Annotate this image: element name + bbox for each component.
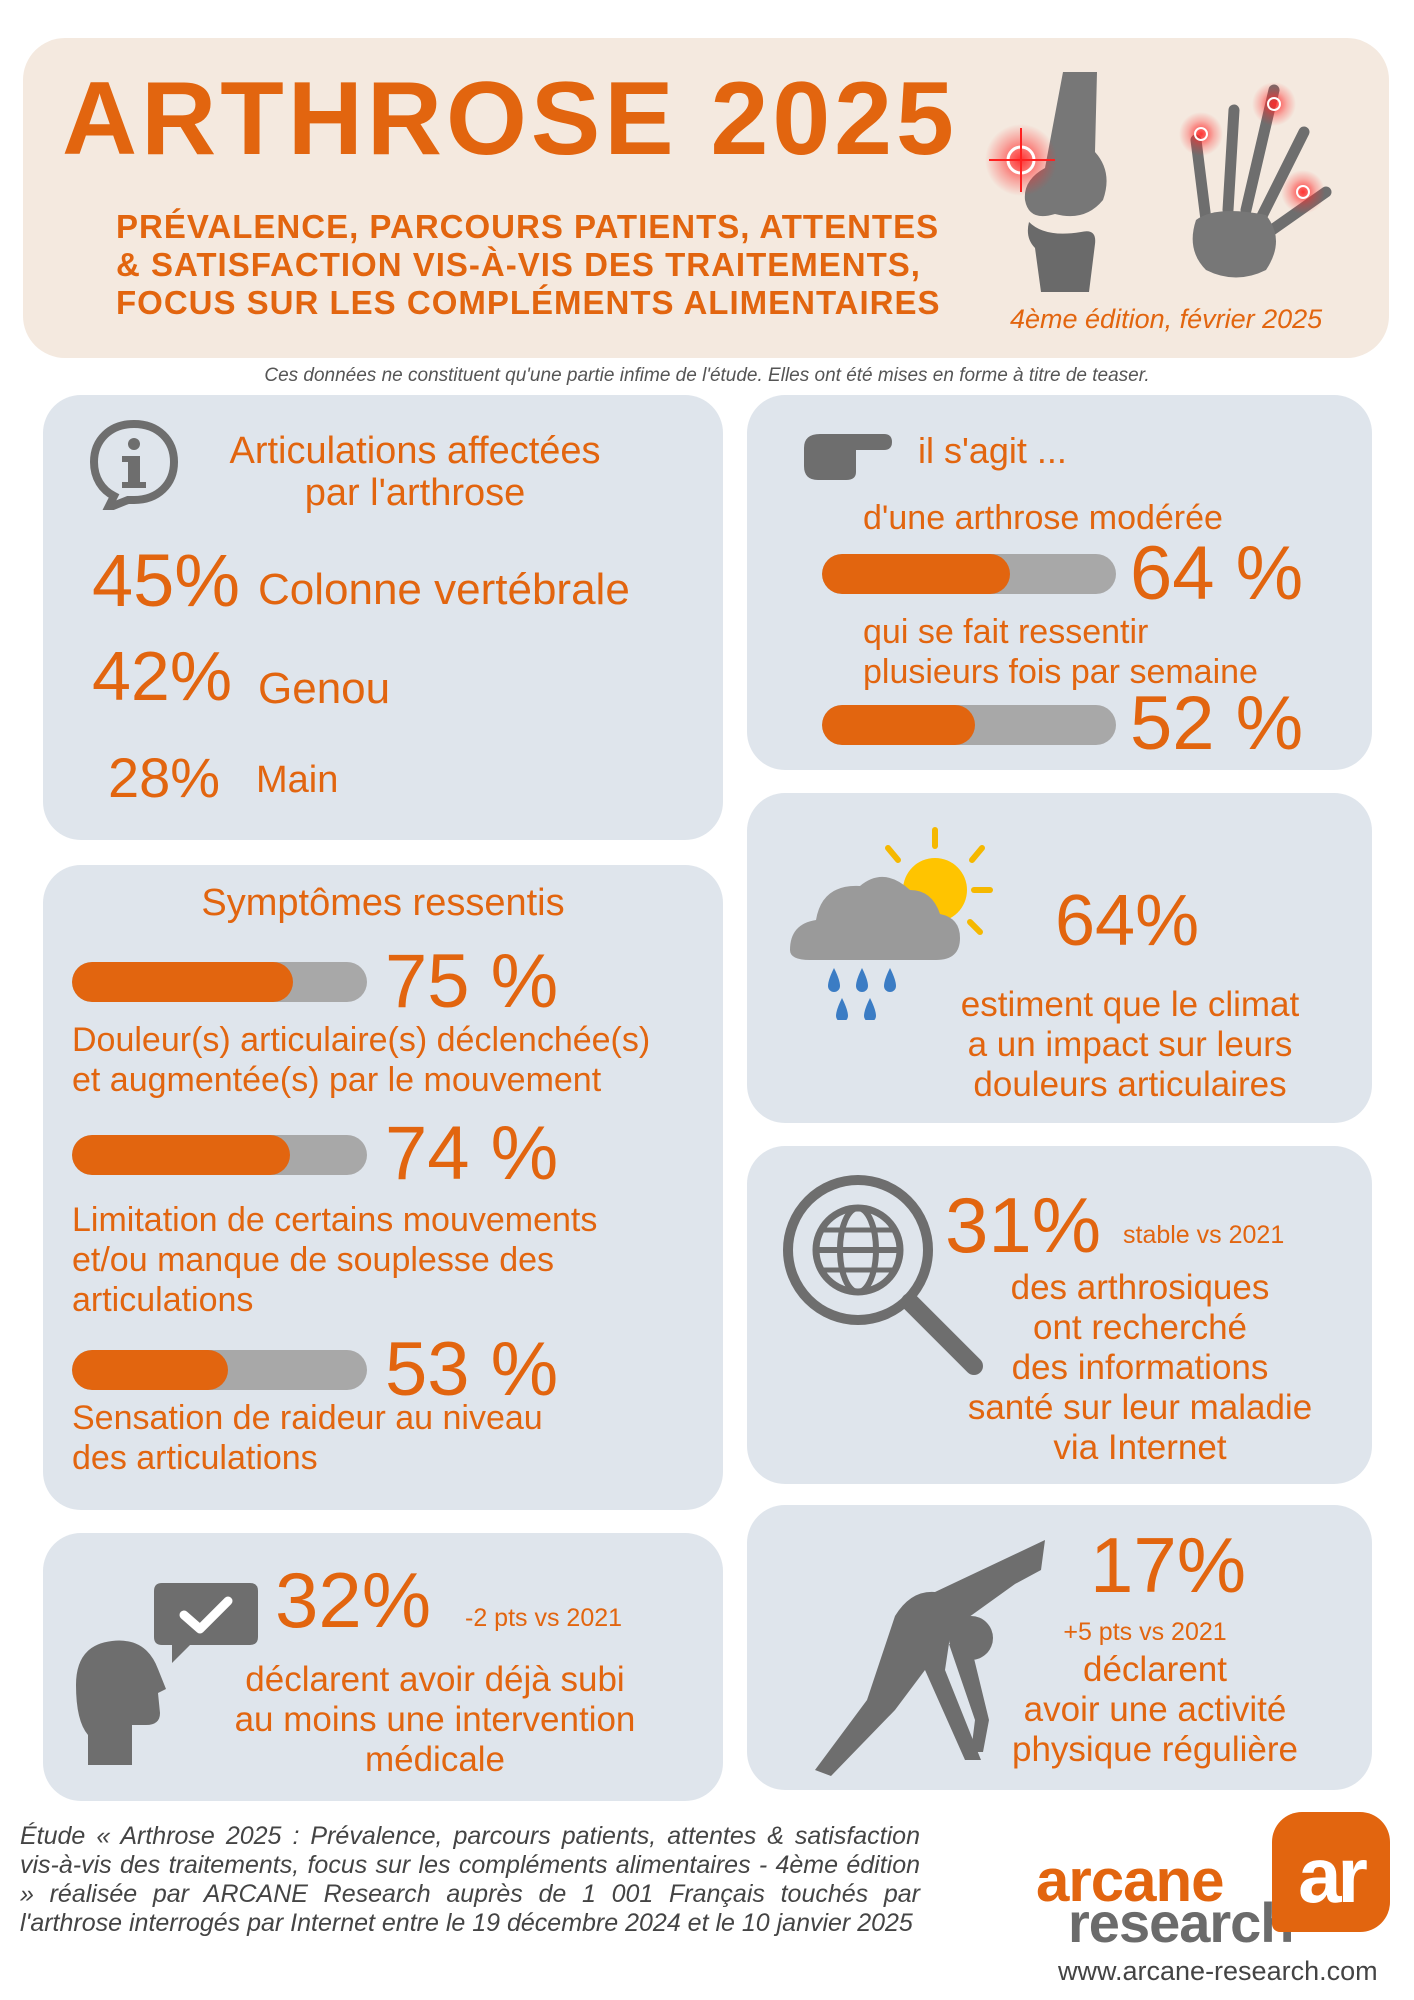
subtitle-line-1: PRÉVALENCE, PARCOURS PATIENTS, ATTENTES — [116, 208, 940, 245]
articulation-label-1: Colonne vertébrale — [258, 565, 630, 614]
frequency-bar-fill — [822, 705, 975, 745]
articulation-pct-1: 45% — [92, 539, 241, 622]
web-search-icon — [783, 1175, 983, 1375]
symptom-3-line-2: des articulations — [72, 1439, 318, 1477]
articulations-title-line-2: par l'arthrose — [304, 472, 526, 514]
logo-mark-text: ar — [1298, 1831, 1368, 1919]
symptom-1-line-2: et augmentée(s) par le mouvement — [72, 1061, 602, 1099]
symptom-bar-fill-3 — [72, 1350, 229, 1390]
frequency-label-line-1: qui se fait ressentir — [863, 613, 1149, 651]
intervention-line-3: médicale — [364, 1740, 506, 1779]
info-icon — [89, 419, 179, 510]
climate-line-1: estiment que le climat — [960, 985, 1300, 1024]
articulation-label-3: Main — [256, 759, 339, 801]
internet-line-1: des arthrosiques — [1010, 1268, 1270, 1307]
articulations-card — [43, 395, 723, 840]
internet-pct: 31% — [945, 1181, 1102, 1269]
activity-line-2: avoir une activité — [1023, 1690, 1287, 1729]
frequency-pct: 52 % — [1130, 681, 1304, 766]
symptom-pct-2: 74 % — [385, 1111, 559, 1196]
severity-label-1: d'une arthrose modérée — [863, 499, 1223, 537]
subtitle-line-3: FOCUS SUR LES COMPLÉMENTS ALIMENTAIRES — [116, 284, 941, 321]
logo-research-text: research — [1068, 1891, 1295, 1954]
symptom-pct-1: 75 % — [385, 939, 559, 1024]
intervention-line-1: déclarent avoir déjà subi — [245, 1660, 625, 1699]
logo-mark: ar — [1272, 1812, 1390, 1932]
symptom-2-line-1: Limitation de certains mouvements — [72, 1201, 598, 1239]
activity-note: +5 pts vs 2021 — [1063, 1618, 1227, 1646]
articulation-pct-3: 28% — [108, 746, 221, 809]
symptom-bar-1 — [72, 962, 367, 1002]
activity-line-3: physique régulière — [1011, 1730, 1298, 1769]
intervention-pct: 32% — [275, 1556, 432, 1644]
symptom-pct-3: 53 % — [385, 1327, 559, 1412]
activity-pct: 17% — [1090, 1521, 1247, 1609]
hand-skeleton-icon — [1179, 82, 1332, 278]
internet-note: stable vs 2021 — [1123, 1221, 1285, 1249]
weather-rain-sun-icon — [790, 827, 993, 1020]
articulation-pct-2: 42% — [92, 637, 233, 715]
articulations-title-line-1: Articulations affectées — [229, 430, 601, 472]
symptom-2-line-3: articulations — [72, 1281, 254, 1319]
pointing-hand-icon — [804, 434, 892, 480]
climate-line-2: a un impact sur leurs — [967, 1025, 1293, 1064]
stretching-person-icon — [815, 1540, 1045, 1776]
internet-line-3: des informations — [1011, 1348, 1269, 1387]
page-title: ARTHROSE 2025 — [62, 61, 958, 177]
frequency-label-line-2: plusieurs fois par semaine — [863, 653, 1258, 691]
study-description: Étude « Arthrose 2025 : Prévalence, parc… — [20, 1822, 920, 1937]
severity-title: il s'agit ... — [918, 430, 1067, 471]
symptom-3-line-1: Sensation de raideur au niveau — [72, 1399, 543, 1437]
climate-line-3: douleurs articulaires — [973, 1065, 1287, 1104]
symptom-bar-fill-1 — [72, 962, 294, 1002]
knee-joint-icon — [985, 72, 1107, 292]
symptoms-title: Symptômes ressentis — [201, 882, 565, 924]
frequency-bar — [822, 705, 1116, 745]
moderate-arthrosis-pct: 64 % — [1130, 531, 1304, 616]
symptom-2-line-2: et/ou manque de souplesse des — [72, 1241, 555, 1279]
edition-label: 4ème édition, février 2025 — [1010, 304, 1323, 334]
symptom-bar-2 — [72, 1135, 367, 1175]
climate-pct: 64% — [1055, 881, 1200, 961]
internet-line-2: ont recherché — [1032, 1308, 1248, 1347]
internet-line-4: santé sur leur maladie — [967, 1388, 1313, 1427]
intervention-line-2: au moins une intervention — [234, 1700, 636, 1739]
subtitle-line-2: & SATISFACTION VIS-À-VIS DES TRAITEMENTS… — [116, 246, 921, 283]
symptom-bar-3 — [72, 1350, 367, 1390]
moderate-arthrosis-bar — [822, 554, 1116, 594]
moderate-arthrosis-bar-fill — [822, 554, 1011, 594]
disclaimer-text: Ces données ne constituent qu'une partie… — [264, 365, 1150, 386]
internet-line-5: via Internet — [1053, 1428, 1227, 1467]
logo-arcane-text: arcane — [1036, 1847, 1224, 1914]
articulation-label-2: Genou — [258, 664, 391, 713]
person-speech-check-icon — [76, 1583, 258, 1765]
header-banner — [23, 38, 1389, 358]
symptom-bar-fill-2 — [72, 1135, 291, 1175]
intervention-note: -2 pts vs 2021 — [465, 1604, 623, 1632]
website-link[interactable]: www.arcane-research.com — [1058, 1956, 1378, 1986]
symptom-1-line-1: Douleur(s) articulaire(s) déclenchée(s) — [72, 1021, 651, 1059]
activity-line-1: déclarent — [1083, 1650, 1227, 1689]
